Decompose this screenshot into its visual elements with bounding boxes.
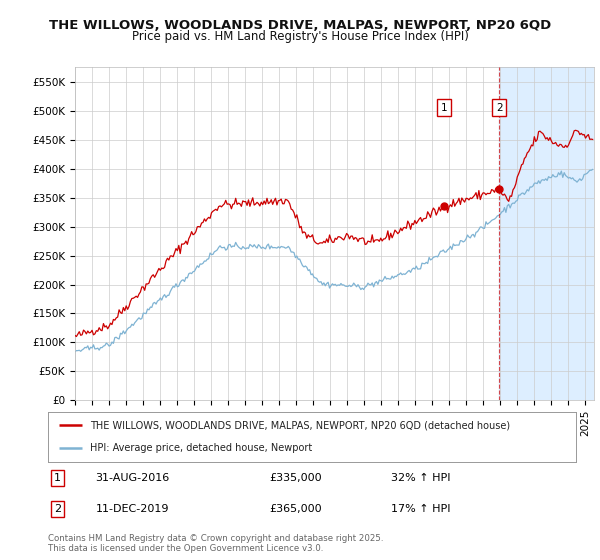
Text: 17% ↑ HPI: 17% ↑ HPI: [391, 504, 451, 514]
Text: 31-AUG-2016: 31-AUG-2016: [95, 473, 170, 483]
Text: 2: 2: [496, 103, 503, 113]
Text: Contains HM Land Registry data © Crown copyright and database right 2025.
This d: Contains HM Land Registry data © Crown c…: [48, 534, 383, 553]
Text: 1: 1: [54, 473, 61, 483]
Text: £365,000: £365,000: [270, 504, 322, 514]
Text: 32% ↑ HPI: 32% ↑ HPI: [391, 473, 451, 483]
Text: HPI: Average price, detached house, Newport: HPI: Average price, detached house, Newp…: [90, 444, 313, 454]
Bar: [499, 67, 594, 400]
Text: 2: 2: [54, 504, 61, 514]
Text: 11-DEC-2019: 11-DEC-2019: [95, 504, 169, 514]
Text: 1: 1: [440, 103, 447, 113]
Text: Price paid vs. HM Land Registry's House Price Index (HPI): Price paid vs. HM Land Registry's House …: [131, 30, 469, 43]
Text: THE WILLOWS, WOODLANDS DRIVE, MALPAS, NEWPORT, NP20 6QD (detached house): THE WILLOWS, WOODLANDS DRIVE, MALPAS, NE…: [90, 420, 511, 430]
Text: THE WILLOWS, WOODLANDS DRIVE, MALPAS, NEWPORT, NP20 6QD: THE WILLOWS, WOODLANDS DRIVE, MALPAS, NE…: [49, 19, 551, 32]
Text: £335,000: £335,000: [270, 473, 322, 483]
